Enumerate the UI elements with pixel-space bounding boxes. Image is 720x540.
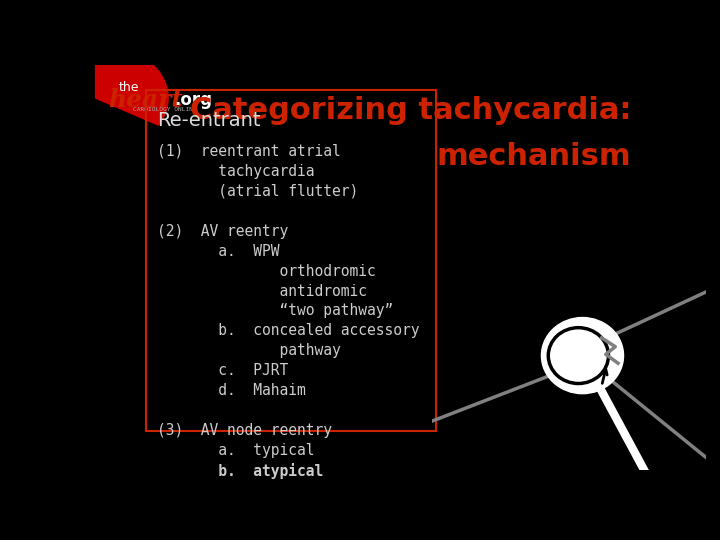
Text: orthodromic: orthodromic xyxy=(157,264,376,279)
Text: b.  atypical: b. atypical xyxy=(157,463,323,479)
Text: d.  Mahaim: d. Mahaim xyxy=(157,383,306,399)
Text: Re-entrant: Re-entrant xyxy=(157,111,261,130)
Text: mechanism: mechanism xyxy=(436,142,631,171)
Text: heart: heart xyxy=(109,88,183,112)
Text: “two pathway”: “two pathway” xyxy=(157,303,393,319)
Text: (atrial flutter): (atrial flutter) xyxy=(157,184,359,199)
Text: Slow: Slow xyxy=(575,269,634,289)
Text: c.  PJRT: c. PJRT xyxy=(157,363,288,379)
Text: the: the xyxy=(119,81,139,94)
Text: CARDIOLOGY ONLINE: CARDIOLOGY ONLINE xyxy=(133,107,197,112)
Text: tachycardia: tachycardia xyxy=(157,164,315,179)
Text: pathway: pathway xyxy=(157,343,341,359)
Text: Fast: Fast xyxy=(452,346,505,366)
Text: a.  typical: a. typical xyxy=(157,443,315,458)
Text: .org: .org xyxy=(174,91,212,109)
Circle shape xyxy=(541,318,624,394)
Text: a.  WPW: a. WPW xyxy=(157,244,279,259)
Text: Categorizing tachycardia:: Categorizing tachycardia: xyxy=(190,96,631,125)
Text: (2)  AV reentry: (2) AV reentry xyxy=(157,224,288,239)
Wedge shape xyxy=(96,44,168,125)
Text: (3)  AV node reentry: (3) AV node reentry xyxy=(157,423,332,438)
Text: antidromic: antidromic xyxy=(157,284,367,299)
Text: b.  concealed accessory: b. concealed accessory xyxy=(157,323,420,339)
Text: (1)  reentrant atrial: (1) reentrant atrial xyxy=(157,144,341,159)
